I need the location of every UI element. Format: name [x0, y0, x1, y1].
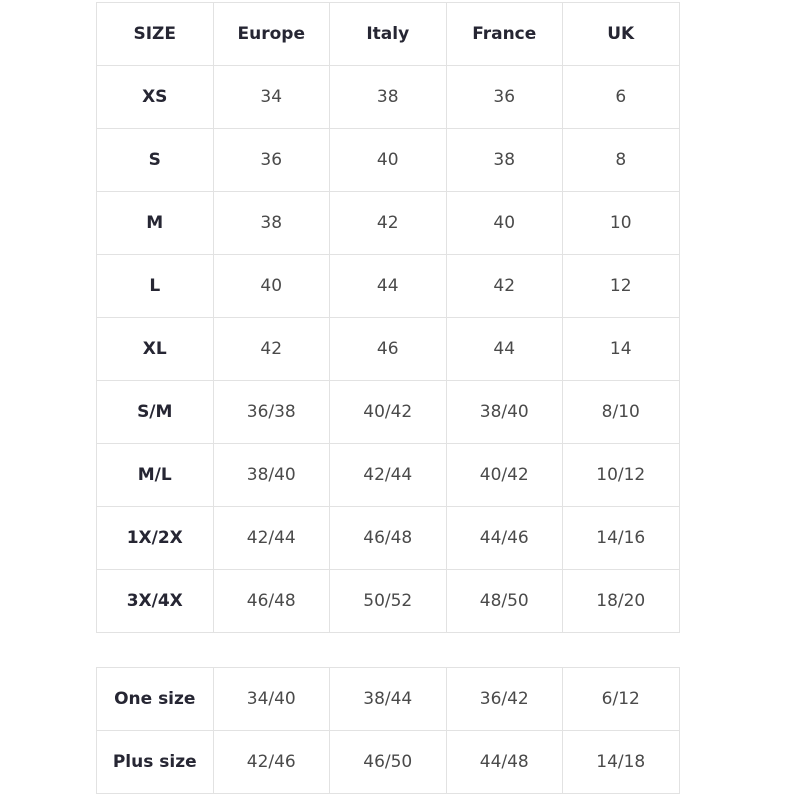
size-value-cell: 48/50	[445, 569, 563, 633]
size-value-cell: 12	[562, 254, 680, 318]
size-value-cell: 44/46	[445, 506, 563, 570]
table-row: M/L 38/40 42/44 40/42 10/12	[96, 443, 680, 507]
size-value-cell: 38	[212, 191, 330, 255]
size-value-cell: 38/40	[445, 380, 563, 444]
size-value-cell: 40	[212, 254, 330, 318]
size-value-cell: 38	[329, 65, 447, 129]
size-value-cell: 40/42	[329, 380, 447, 444]
size-value-cell: 14/18	[562, 730, 680, 794]
table-row: XL 42 46 44 14	[96, 317, 680, 381]
table-row: Plus size 42/46 46/50 44/48 14/18	[96, 730, 680, 794]
header-size: SIZE	[96, 2, 214, 66]
header-europe: Europe	[212, 2, 330, 66]
table-row: One size 34/40 38/44 36/42 6/12	[96, 667, 680, 731]
size-value-cell: 34	[212, 65, 330, 129]
special-sizes-table: One size 34/40 38/44 36/42 6/12 Plus size 42/4…	[96, 667, 680, 794]
header-uk: UK	[562, 2, 680, 66]
size-label-cell: One size	[96, 667, 214, 731]
size-value-cell: 44	[445, 317, 563, 381]
size-value-cell: 34/40	[212, 667, 330, 731]
size-value-cell: 10	[562, 191, 680, 255]
size-value-cell: 38/44	[329, 667, 447, 731]
size-value-cell: 14/16	[562, 506, 680, 570]
size-value-cell: 42/44	[212, 506, 330, 570]
size-value-cell: 36	[212, 128, 330, 192]
size-label-cell: Plus size	[96, 730, 214, 794]
size-label-cell: XS	[96, 65, 214, 129]
size-value-cell: 6/12	[562, 667, 680, 731]
size-value-cell: 42	[212, 317, 330, 381]
size-label-cell: 1X/2X	[96, 506, 214, 570]
size-value-cell: 40/42	[445, 443, 563, 507]
table-row: S 36 40 38 8	[96, 128, 680, 192]
size-value-cell: 14	[562, 317, 680, 381]
size-value-cell: 38	[445, 128, 563, 192]
size-value-cell: 36/42	[445, 667, 563, 731]
size-value-cell: 40	[445, 191, 563, 255]
table-row: 3X/4X 46/48 50/52 48/50 18/20	[96, 569, 680, 633]
size-value-cell: 42	[445, 254, 563, 318]
size-value-cell: 42/44	[329, 443, 447, 507]
size-value-cell: 42/46	[212, 730, 330, 794]
header-row: SIZE Europe Italy France UK	[96, 2, 680, 66]
size-value-cell: 46/48	[329, 506, 447, 570]
size-value-cell: 18/20	[562, 569, 680, 633]
header-france: France	[445, 2, 563, 66]
size-value-cell: 46/48	[212, 569, 330, 633]
size-label-cell: L	[96, 254, 214, 318]
size-value-cell: 50/52	[329, 569, 447, 633]
size-label-cell: M/L	[96, 443, 214, 507]
size-value-cell: 42	[329, 191, 447, 255]
size-value-cell: 8/10	[562, 380, 680, 444]
size-value-cell: 46/50	[329, 730, 447, 794]
size-value-cell: 36/38	[212, 380, 330, 444]
table-row: S/M 36/38 40/42 38/40 8/10	[96, 380, 680, 444]
size-label-cell: XL	[96, 317, 214, 381]
size-value-cell: 44	[329, 254, 447, 318]
size-chart-table: SIZE Europe Italy France UK XS 34 38 36 6 S 36…	[96, 2, 680, 633]
table-row: L 40 44 42 12	[96, 254, 680, 318]
table-row: XS 34 38 36 6	[96, 65, 680, 129]
size-value-cell: 46	[329, 317, 447, 381]
size-label-cell: S/M	[96, 380, 214, 444]
size-value-cell: 40	[329, 128, 447, 192]
size-label-cell: S	[96, 128, 214, 192]
size-value-cell: 10/12	[562, 443, 680, 507]
table-row: M 38 42 40 10	[96, 191, 680, 255]
size-value-cell: 8	[562, 128, 680, 192]
size-label-cell: 3X/4X	[96, 569, 214, 633]
size-label-cell: M	[96, 191, 214, 255]
size-value-cell: 6	[562, 65, 680, 129]
header-italy: Italy	[329, 2, 447, 66]
size-value-cell: 38/40	[212, 443, 330, 507]
size-value-cell: 44/48	[445, 730, 563, 794]
table-row: 1X/2X 42/44 46/48 44/46 14/16	[96, 506, 680, 570]
size-value-cell: 36	[445, 65, 563, 129]
